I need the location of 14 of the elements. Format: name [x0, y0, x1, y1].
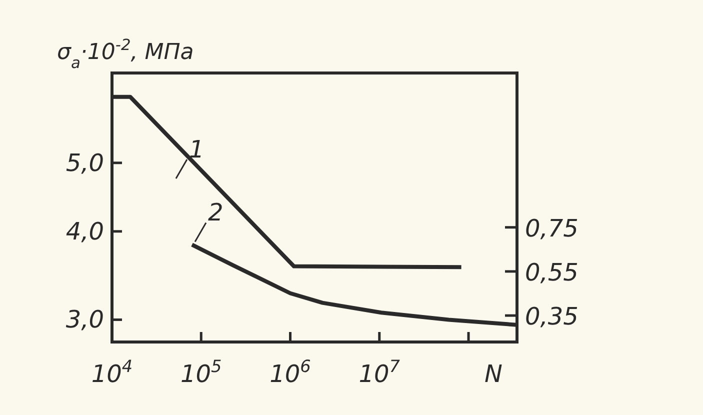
x-tick-label: 10$^{7}$	[358, 356, 400, 388]
x-axis-title: N	[484, 360, 503, 388]
y-tick-label: 3,0	[66, 306, 104, 334]
y2-tick-label: 0,35	[525, 302, 578, 331]
y2-tick-label: 0,55	[525, 258, 578, 286]
x-tick-label: 10$^{6}$	[270, 356, 311, 388]
x-tick-label: 10$^{5}$	[180, 356, 222, 388]
y-tick-label: 4,0	[66, 217, 104, 246]
series-label: 1	[188, 136, 204, 164]
x-tick-label: 10$^{4}$	[91, 356, 133, 388]
y-tick-label: 5,0	[66, 148, 104, 177]
y2-tick-label: 0,75	[525, 214, 578, 242]
y-axis-title: σ$_{a}$·10$^{-2}$, МПа	[57, 36, 194, 72]
series-label: 2	[208, 198, 224, 227]
